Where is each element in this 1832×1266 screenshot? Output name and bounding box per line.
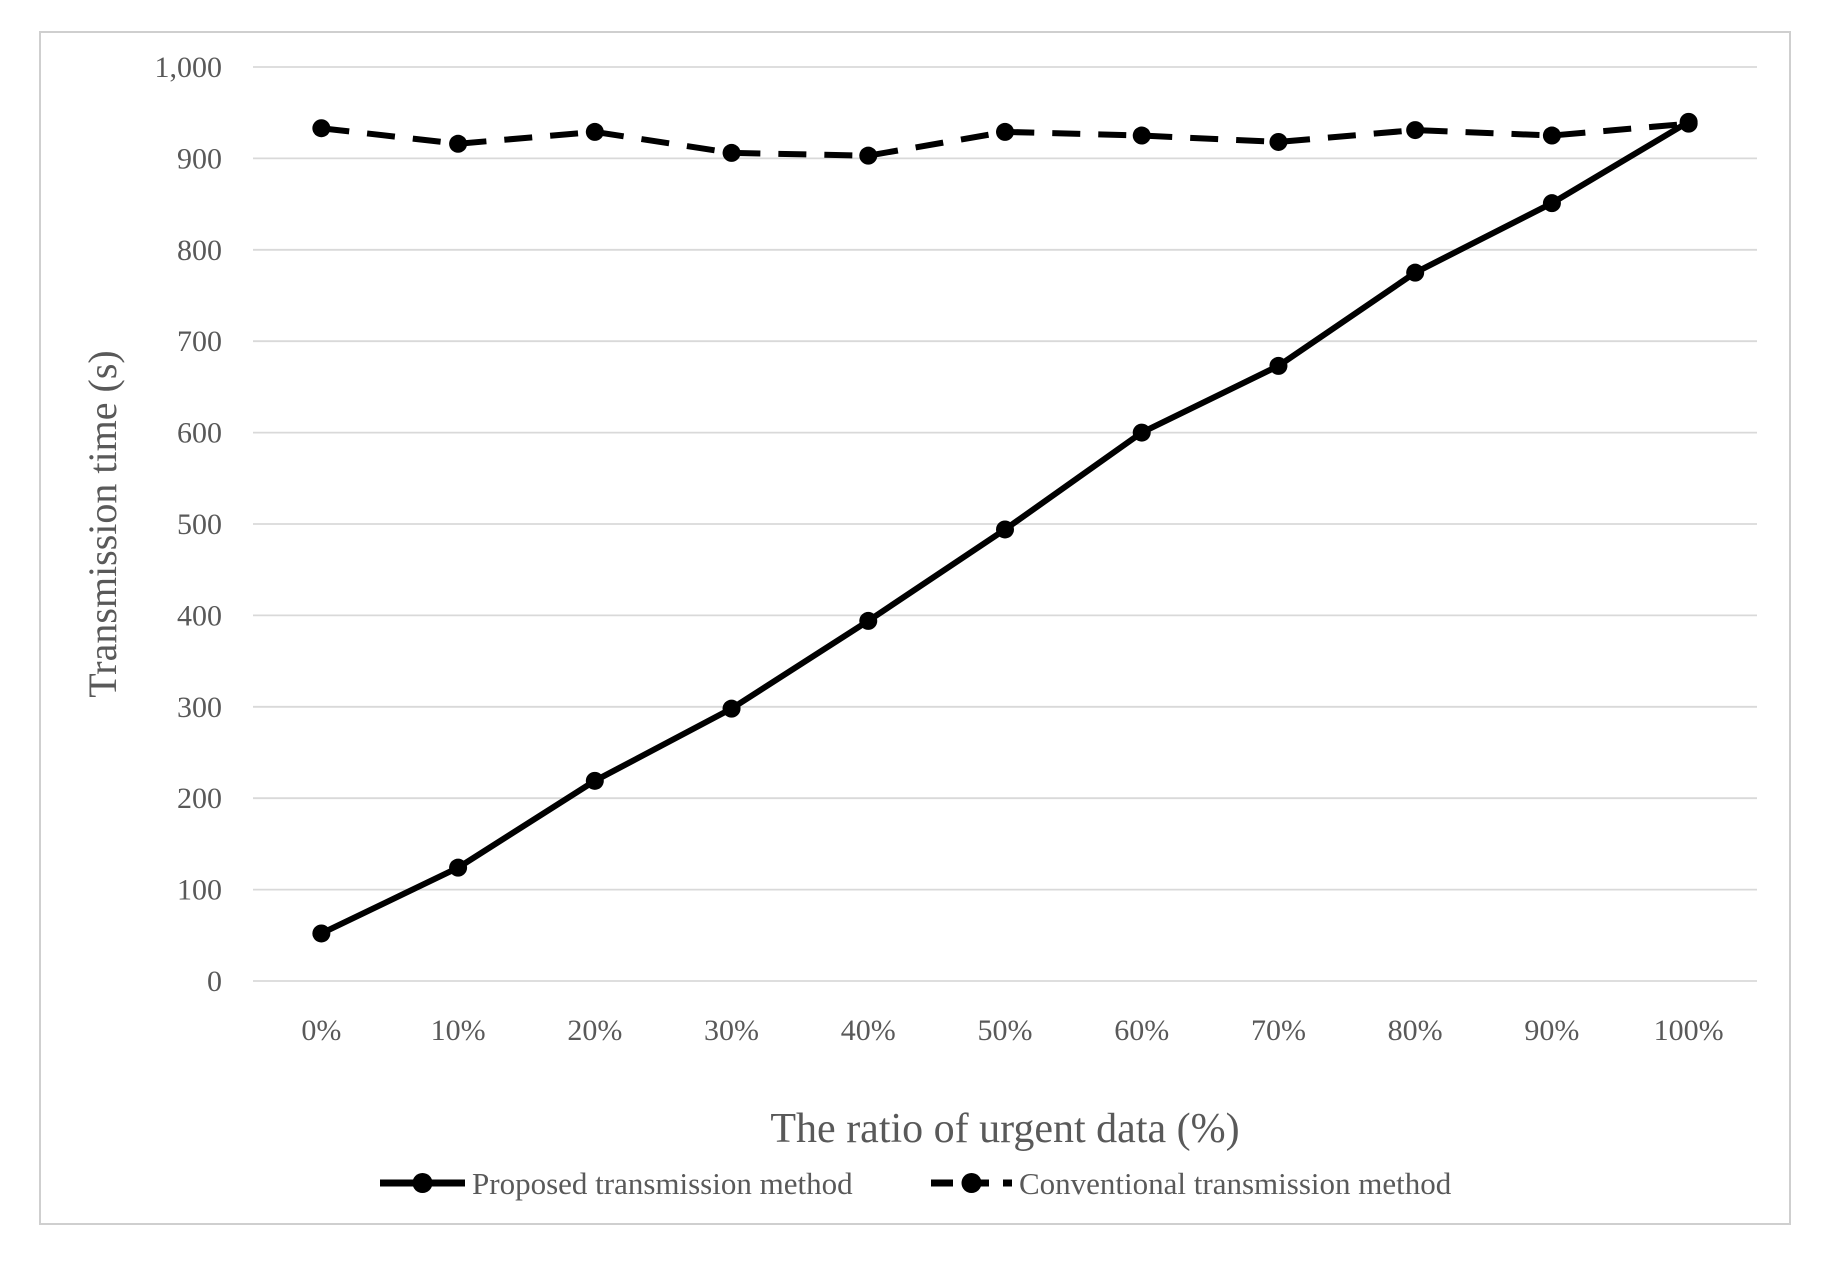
legend-label-conventional: Conventional transmission method — [1019, 1166, 1452, 1201]
figure-border — [39, 31, 1791, 1225]
y-tick-label: 700 — [177, 325, 222, 358]
y-tick-label: 900 — [177, 142, 222, 175]
x-tick-label: 100% — [1654, 1014, 1724, 1047]
data-marker-conventional — [722, 143, 741, 162]
y-tick-label: 600 — [177, 417, 222, 450]
data-marker-conventional — [859, 146, 878, 165]
data-marker-conventional — [1679, 114, 1698, 133]
legend: Proposed transmission method Conventional… — [380, 1166, 1452, 1201]
legend-marker-conventional — [961, 1173, 982, 1193]
y-tick-label: 1,000 — [155, 51, 223, 84]
x-tick-label: 90% — [1524, 1014, 1579, 1047]
data-marker-conventional — [1269, 132, 1288, 151]
y-axis-tick-labels: 0 100 200 300 400 500 600 700 800 900 1,000 — [155, 51, 223, 998]
data-marker-proposed — [722, 699, 741, 718]
data-marker-conventional — [449, 134, 468, 153]
data-marker-proposed — [449, 858, 468, 877]
x-tick-label: 40% — [841, 1014, 896, 1047]
data-marker-proposed — [859, 611, 878, 630]
data-marker-proposed — [1132, 423, 1151, 442]
data-marker-conventional — [1132, 126, 1151, 145]
data-marker-proposed — [585, 771, 604, 790]
x-tick-label: 20% — [567, 1014, 622, 1047]
data-marker-conventional — [585, 122, 604, 141]
data-marker-conventional — [996, 122, 1014, 141]
data-marker-proposed — [1406, 263, 1425, 282]
gridlines-group — [253, 66, 1757, 982]
x-tick-label: 10% — [431, 1014, 486, 1047]
legend-marker-proposed — [412, 1173, 433, 1193]
x-axis-tick-labels: 0% 10% 20% 30% 40% 50% 60% 70% 80% 90% 100% — [301, 1014, 1723, 1047]
legend-label-proposed: Proposed transmission method — [472, 1166, 853, 1201]
data-marker-proposed — [1542, 194, 1561, 213]
x-tick-label: 0% — [301, 1014, 341, 1047]
data-marker-proposed — [312, 924, 331, 943]
data-marker-conventional — [312, 119, 331, 138]
y-tick-label: 200 — [177, 782, 222, 815]
legend-item-proposed: Proposed transmission method — [380, 1166, 853, 1201]
plot-series-group — [312, 112, 1698, 943]
x-tick-label: 50% — [978, 1014, 1033, 1047]
x-tick-label: 70% — [1251, 1014, 1306, 1047]
y-tick-label: 300 — [177, 691, 222, 724]
x-tick-label: 80% — [1388, 1014, 1443, 1047]
y-tick-label: 0 — [207, 965, 222, 998]
y-tick-label: 100 — [177, 874, 222, 907]
x-tick-label: 30% — [704, 1014, 759, 1047]
y-axis-title: Transmission time (s) — [80, 350, 125, 697]
data-marker-conventional — [1542, 126, 1561, 145]
y-tick-label: 500 — [177, 508, 222, 541]
y-tick-label: 400 — [177, 599, 222, 632]
x-tick-label: 60% — [1114, 1014, 1169, 1047]
data-marker-conventional — [1406, 121, 1425, 140]
x-axis-title: The ratio of urgent data (%) — [770, 1106, 1239, 1152]
y-tick-label: 800 — [177, 234, 222, 267]
data-marker-proposed — [996, 520, 1014, 539]
data-marker-proposed — [1269, 356, 1288, 375]
legend-item-conventional: Conventional transmission method — [931, 1166, 1452, 1201]
